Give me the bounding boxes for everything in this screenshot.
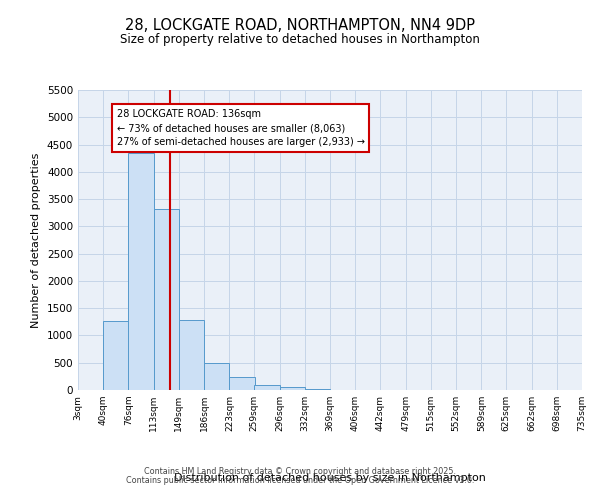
Y-axis label: Number of detached properties: Number of detached properties [31, 152, 41, 328]
Bar [103, 320, 129, 390]
Bar [254, 385, 280, 390]
Bar [305, 388, 330, 390]
Text: 28 LOCKGATE ROAD: 136sqm
← 73% of detached houses are smaller (8,063)
27% of sem: 28 LOCKGATE ROAD: 136sqm ← 73% of detach… [116, 109, 365, 147]
Bar [204, 362, 229, 390]
Bar [128, 152, 154, 390]
X-axis label: Distribution of detached houses by size in Northampton: Distribution of detached houses by size … [174, 473, 486, 483]
Bar [154, 209, 179, 390]
Text: Contains HM Land Registry data © Crown copyright and database right 2025.: Contains HM Land Registry data © Crown c… [144, 467, 456, 476]
Text: Contains public sector information licensed under the Open Government Licence v3: Contains public sector information licen… [126, 476, 474, 485]
Bar [280, 388, 305, 390]
Text: Size of property relative to detached houses in Northampton: Size of property relative to detached ho… [120, 32, 480, 46]
Text: 28, LOCKGATE ROAD, NORTHAMPTON, NN4 9DP: 28, LOCKGATE ROAD, NORTHAMPTON, NN4 9DP [125, 18, 475, 32]
Bar [179, 320, 204, 390]
Bar [229, 378, 255, 390]
